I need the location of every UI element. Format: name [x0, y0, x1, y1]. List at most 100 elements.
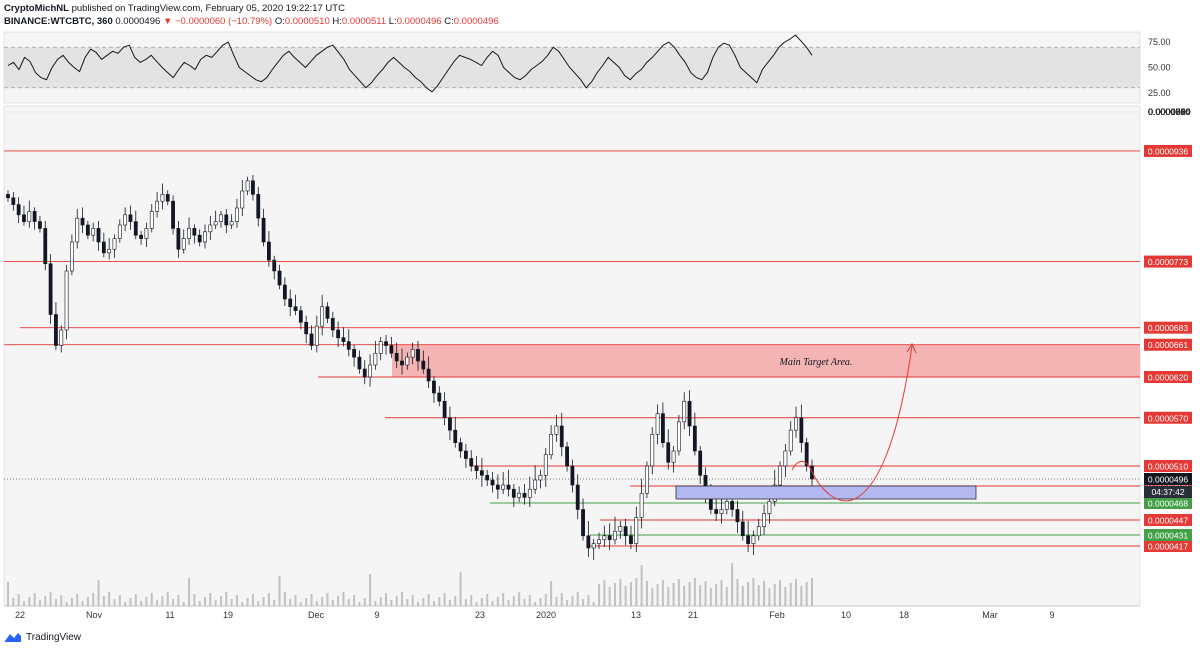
candle-body	[43, 228, 48, 265]
price-tick-label: 0.0000560	[1148, 107, 1191, 117]
rsi-tick-label: 25.00	[1148, 88, 1171, 98]
volume-bar	[416, 602, 419, 606]
price-tick-label: 0.0000600	[1148, 107, 1191, 117]
candle-body	[267, 241, 271, 261]
candle-body	[314, 325, 319, 346]
volume-bar	[773, 584, 776, 606]
volume-bar	[715, 584, 718, 606]
candle-body	[75, 217, 80, 243]
countdown-badge	[1144, 486, 1192, 498]
candle-body	[282, 284, 287, 300]
candle-body	[527, 488, 532, 498]
symbol-label[interactable]: BINANCE:WTCBTC, 360	[4, 16, 113, 27]
candle-body	[139, 234, 144, 239]
volume-bar	[337, 596, 340, 606]
volume-bar	[81, 601, 84, 606]
volume-bar	[731, 563, 734, 606]
candle-body	[229, 221, 234, 226]
level-badge	[1144, 255, 1192, 268]
x-tick-label: 13	[631, 610, 641, 620]
candle-body	[32, 211, 37, 222]
volume-bar	[108, 592, 111, 606]
level-price-label: 0.0000620	[1148, 373, 1188, 383]
level-badge	[1144, 540, 1192, 552]
price-change: ▼ −0.0000060 (−10.79%)	[162, 16, 273, 27]
candle-body	[639, 492, 644, 518]
level-badge	[1144, 497, 1192, 509]
candle-body	[165, 194, 170, 202]
volume-bar	[566, 600, 569, 606]
candle-body	[442, 400, 447, 419]
level-price-label: 0.0000417	[1148, 542, 1188, 552]
candle-body	[272, 259, 277, 272]
candle-body	[123, 214, 128, 226]
candle-body	[304, 321, 309, 335]
volume-bar	[613, 583, 616, 606]
volume-bar	[598, 584, 601, 606]
volume-bar	[571, 596, 574, 606]
candle-body	[85, 224, 90, 236]
level-badge	[1144, 338, 1192, 351]
volume-bar	[779, 580, 782, 606]
candle-body	[54, 314, 58, 346]
candle-body	[682, 400, 687, 423]
volume-bar	[358, 602, 361, 606]
level-badge	[1144, 411, 1192, 424]
candle-body	[607, 535, 612, 541]
candle-body	[80, 217, 85, 226]
x-tick-label: 21	[688, 610, 698, 620]
candle-body	[16, 204, 21, 216]
volume-bar	[38, 600, 41, 606]
volume-bar	[811, 578, 813, 606]
footer: TradingView	[4, 628, 81, 646]
volume-bar	[299, 602, 302, 606]
volume-bar	[725, 587, 728, 606]
volume-bar	[395, 596, 398, 606]
candle-body	[6, 194, 10, 199]
volume-bar	[539, 598, 542, 606]
volume-bar	[235, 595, 238, 606]
volume-bar	[193, 594, 196, 606]
volume-bar	[555, 597, 558, 606]
ohlc-high-label: H:	[332, 16, 342, 27]
volume-bar	[7, 582, 9, 606]
candle-body	[416, 349, 420, 362]
volume-bar	[267, 593, 270, 606]
level-price-label: 0.0000683	[1148, 323, 1188, 333]
volume-bar	[278, 576, 281, 606]
volume-bar	[12, 598, 15, 606]
volume-bar	[736, 579, 739, 606]
level-price-label: 0.0000431	[1148, 531, 1188, 541]
tradingview-logo-icon[interactable]	[4, 631, 22, 643]
candle-body	[155, 200, 159, 212]
candle-body	[804, 442, 809, 467]
volume-bar	[156, 600, 159, 606]
x-tick-label: Nov	[86, 610, 103, 620]
candle-body	[506, 484, 511, 490]
level-price-label: 0.0000468	[1148, 499, 1188, 509]
tradingview-brand[interactable]: TradingView	[26, 631, 82, 643]
candle-body	[235, 207, 239, 222]
author-name[interactable]: CryptoMichNL	[4, 3, 69, 14]
volume-bar	[629, 582, 632, 606]
volume-bar	[129, 598, 132, 606]
volume-bar	[145, 597, 148, 606]
candle-body	[511, 488, 516, 498]
ohlc-high: 0.0000511	[341, 16, 387, 27]
candle-body	[394, 352, 399, 362]
candle-body	[655, 413, 660, 435]
candle-body	[341, 337, 346, 342]
volume-bar	[619, 579, 622, 606]
volume-bar	[768, 588, 771, 606]
volume-bar	[592, 602, 595, 606]
candle-body	[346, 341, 351, 350]
candle-body	[570, 465, 575, 486]
volume-bar	[661, 580, 664, 606]
volume-bar	[763, 581, 766, 606]
candle-body	[469, 458, 474, 467]
candle-body	[687, 400, 692, 427]
volume-bar	[28, 597, 31, 606]
volume-bar	[305, 598, 308, 606]
volume-bar	[49, 592, 52, 606]
